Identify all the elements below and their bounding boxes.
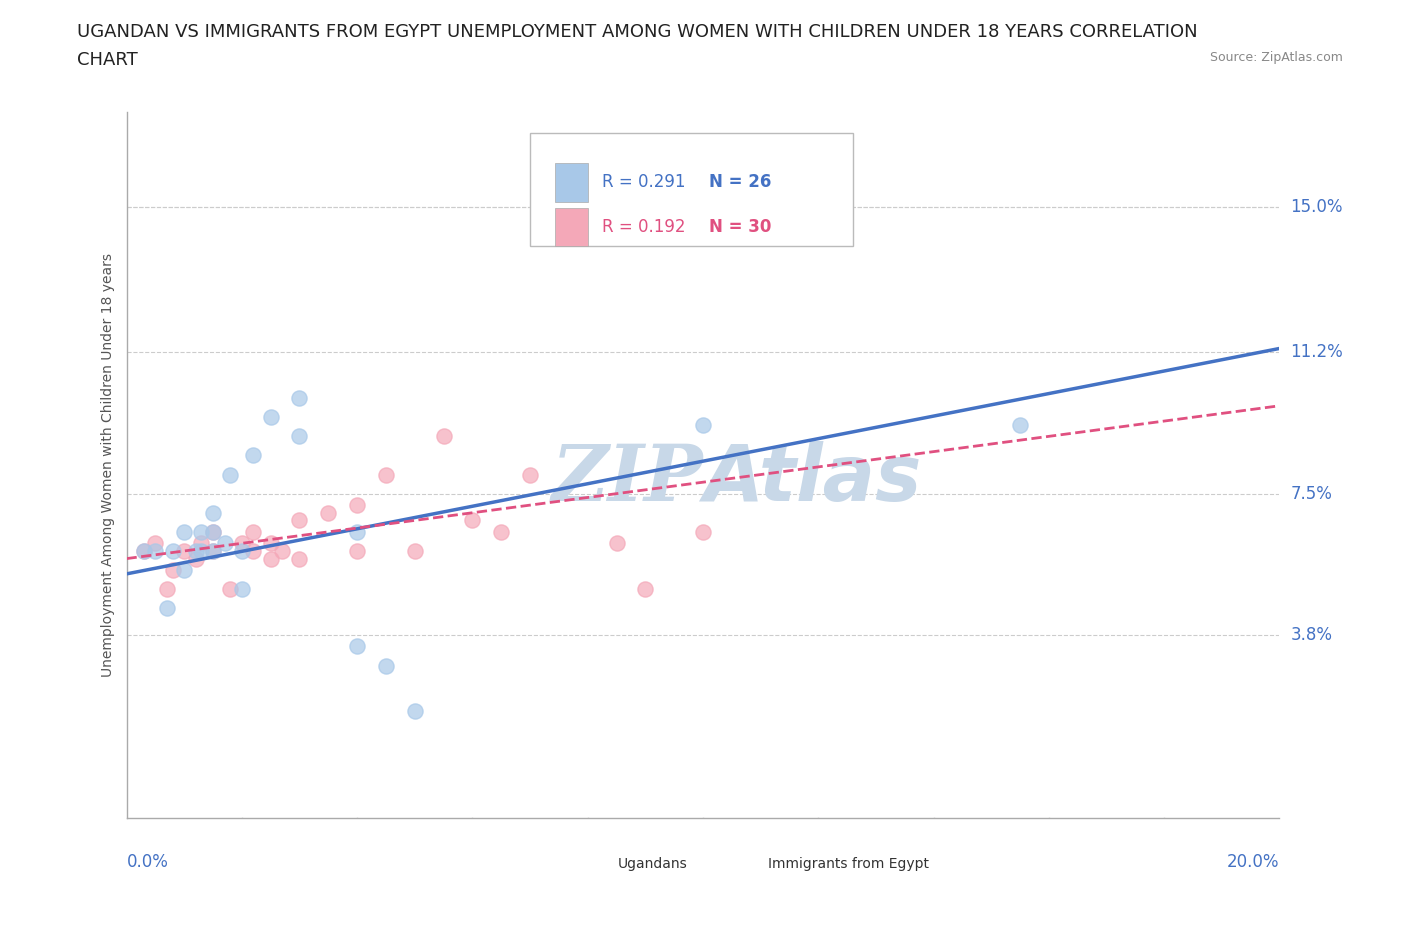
Text: R = 0.192: R = 0.192 [602,218,700,236]
Point [190,543,212,558]
Point [271,543,294,558]
Point [288,513,311,528]
Text: Source: ZipAtlas.com: Source: ZipAtlas.com [1209,51,1343,64]
Point [231,543,253,558]
Text: R = 0.291: R = 0.291 [602,173,700,192]
Point [184,543,207,558]
Bar [555,163,588,202]
Point [190,525,212,539]
Text: 15.0%: 15.0% [1291,198,1343,216]
Y-axis label: Unemployment Among Women with Children Under 18 years: Unemployment Among Women with Children U… [101,253,115,677]
Point [202,543,225,558]
Point [231,582,253,597]
Point [202,505,225,520]
Point [259,536,281,551]
Point [202,543,225,558]
Point [346,543,368,558]
Text: CHART: CHART [77,51,138,69]
Text: 11.2%: 11.2% [1291,343,1343,361]
Text: 20.0%: 20.0% [1227,853,1279,871]
Point [461,513,484,528]
Point [162,563,184,578]
Point [374,658,398,673]
Text: N = 30: N = 30 [709,218,770,236]
Point [1010,418,1032,432]
Point [242,448,264,463]
Point [404,704,426,719]
Text: 3.8%: 3.8% [1291,626,1333,644]
Point [202,525,225,539]
Text: Ugandans: Ugandans [617,857,688,871]
Point [242,543,264,558]
Point [491,525,513,539]
Point [173,543,195,558]
Point [692,418,714,432]
Point [231,536,253,551]
Point [214,536,236,551]
Point [634,582,657,597]
Point [132,543,155,558]
Point [132,543,155,558]
Text: ZIP: ZIP [551,441,703,517]
Point [219,467,242,482]
FancyBboxPatch shape [530,133,853,246]
Point [374,467,398,482]
Point [692,525,714,539]
Point [219,582,242,597]
Point [259,410,281,425]
Point [346,498,368,512]
Point [519,467,541,482]
Point [162,543,184,558]
Text: 0.0%: 0.0% [127,853,169,871]
Point [184,551,207,566]
Point [606,536,628,551]
Point [288,429,311,444]
Text: 7.5%: 7.5% [1291,485,1333,502]
Point [288,391,311,405]
Text: UGANDAN VS IMMIGRANTS FROM EGYPT UNEMPLOYMENT AMONG WOMEN WITH CHILDREN UNDER 18: UGANDAN VS IMMIGRANTS FROM EGYPT UNEMPLO… [77,23,1198,41]
Bar [738,856,763,873]
Point [346,639,368,654]
Bar [555,207,588,246]
Point [145,543,166,558]
Point [156,582,179,597]
Point [173,563,195,578]
Point [318,505,340,520]
Point [173,525,195,539]
Text: Atlas: Atlas [703,441,921,517]
Point [242,525,264,539]
Point [145,536,166,551]
Text: N = 26: N = 26 [709,173,770,192]
Point [259,551,281,566]
Text: Immigrants from Egypt: Immigrants from Egypt [768,857,928,871]
Point [433,429,456,444]
Bar [588,856,613,873]
Point [346,525,368,539]
Point [288,551,311,566]
Point [156,601,179,616]
Point [202,525,225,539]
Point [404,543,426,558]
Point [190,536,212,551]
